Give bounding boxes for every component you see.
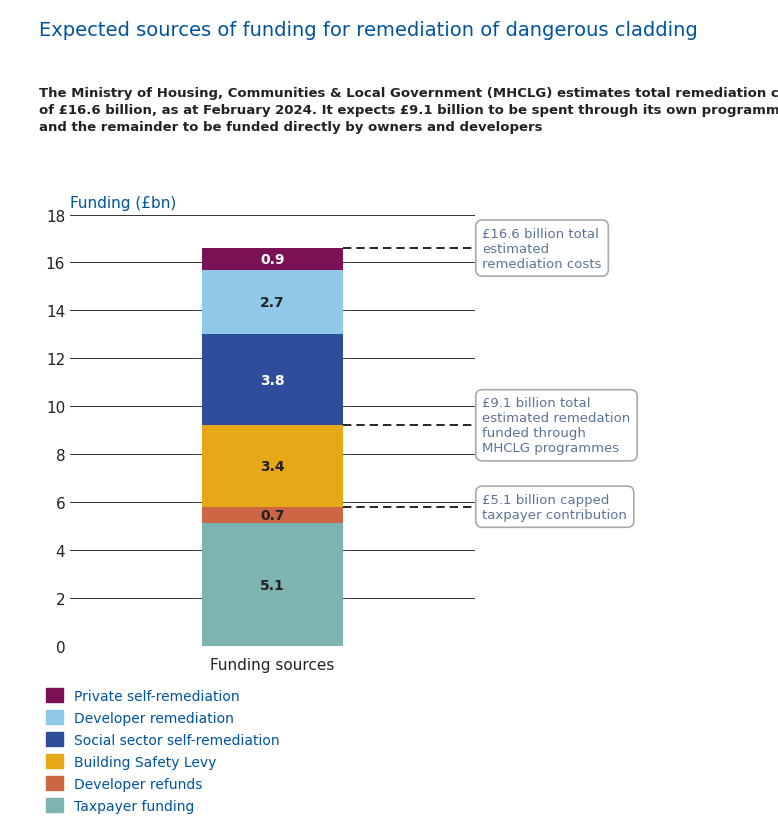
Text: 2.7: 2.7 [260,296,285,310]
Text: Funding (£bn): Funding (£bn) [70,196,177,211]
Bar [202,426,343,507]
Bar [202,248,343,270]
Text: Expected sources of funding for remediation of dangerous cladding: Expected sources of funding for remediat… [39,21,698,40]
Bar [202,270,343,335]
Text: 3.4: 3.4 [260,460,285,474]
Bar [202,335,343,426]
Bar [202,524,343,646]
Text: £9.1 billion total
estimated remedation
funded through
MHCLG programmes: £9.1 billion total estimated remedation … [482,397,631,455]
Bar [202,507,343,524]
Text: 5.1: 5.1 [260,578,285,592]
Legend: Private self-remediation, Developer remediation, Social sector self-remediation,: Private self-remediation, Developer reme… [46,688,279,813]
Text: 0.7: 0.7 [260,508,285,522]
Text: £16.6 billion total
estimated
remediation costs: £16.6 billion total estimated remediatio… [482,228,601,270]
Text: £5.1 billion capped
taxpayer contribution: £5.1 billion capped taxpayer contributio… [482,493,627,521]
Text: 3.8: 3.8 [260,373,285,388]
Text: 0.9: 0.9 [260,253,285,267]
Text: The Ministry of Housing, Communities & Local Government (MHCLG) estimates total : The Ministry of Housing, Communities & L… [39,87,778,134]
